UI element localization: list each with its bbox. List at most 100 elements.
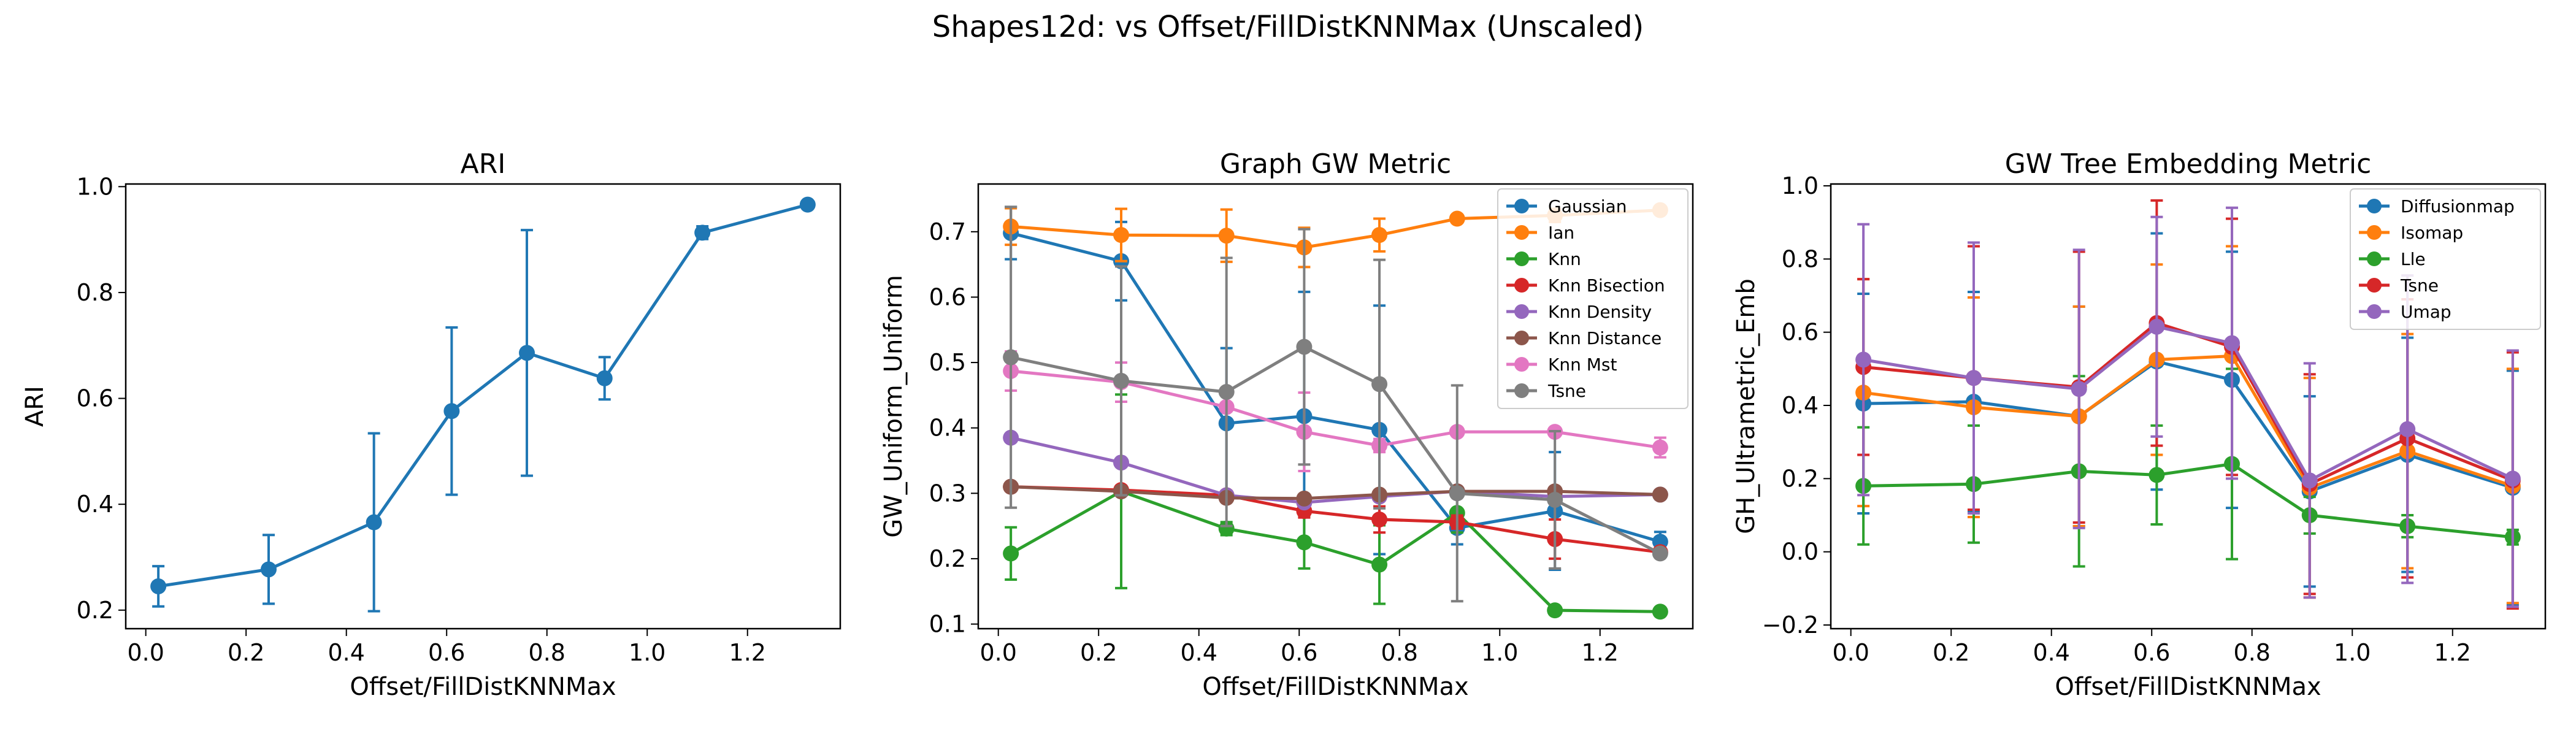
legend-marker bbox=[1514, 357, 1529, 372]
x-tick-label: 0.4 bbox=[1181, 639, 1217, 666]
x-tick-label: 1.0 bbox=[629, 639, 665, 666]
data-point bbox=[1003, 545, 1019, 562]
y-axis-label: GH_Ultrametric_Emb bbox=[1732, 278, 1760, 534]
series-line bbox=[1863, 354, 2513, 490]
legend-label: Knn Distance bbox=[1548, 328, 1662, 348]
legend-label: Gaussian bbox=[1548, 196, 1627, 217]
series-line bbox=[1863, 321, 2513, 486]
y-tick-label: 0.4 bbox=[77, 491, 113, 518]
legend: Diffusionmap Isomap Lle Tsne Umap bbox=[2350, 188, 2541, 330]
x-axis-label: Offset/FillDistKNNMax bbox=[350, 673, 616, 701]
x-tick-label: 1.0 bbox=[1481, 639, 1518, 666]
data-point bbox=[1296, 339, 1313, 355]
series-line bbox=[1863, 359, 2513, 494]
axes-frame bbox=[125, 183, 841, 630]
x-tick-label: 0.6 bbox=[1281, 639, 1317, 666]
x-tick-label: 0.2 bbox=[228, 639, 264, 666]
legend-marker bbox=[1514, 383, 1529, 398]
data-point bbox=[1371, 556, 1388, 573]
legend-item-knn-distance: Knn Distance bbox=[1506, 328, 1662, 348]
panel-title: Graph GW Metric bbox=[1220, 148, 1451, 180]
axes-frame bbox=[1830, 183, 2547, 630]
y-tick-label: 0.2 bbox=[929, 545, 966, 572]
x-tick-label: 1.2 bbox=[1582, 639, 1619, 666]
legend-label: Umap bbox=[2401, 302, 2451, 322]
data-point bbox=[519, 345, 535, 361]
data-point bbox=[1652, 439, 1668, 456]
data-point bbox=[1449, 485, 1465, 502]
panel-title: GW Tree Embedding Metric bbox=[2005, 148, 2372, 180]
y-tick-label: 0.7 bbox=[929, 218, 966, 245]
plot-area bbox=[150, 196, 816, 613]
data-point bbox=[443, 403, 460, 420]
series-tsne bbox=[1003, 205, 1668, 603]
data-point bbox=[799, 196, 816, 213]
data-point bbox=[694, 224, 711, 241]
series-line bbox=[1010, 485, 1660, 500]
legend-marker bbox=[1514, 304, 1529, 319]
legend-marker bbox=[1514, 225, 1529, 240]
data-point bbox=[1003, 349, 1019, 366]
y-axis-label: ARI bbox=[21, 386, 49, 427]
data-point bbox=[366, 514, 382, 531]
data-point bbox=[2149, 467, 2165, 483]
x-tick-label: 1.2 bbox=[2434, 639, 2471, 666]
legend-marker bbox=[1514, 251, 1529, 266]
x-tick-label: 0.2 bbox=[1080, 639, 1117, 666]
legend-item-tsne: Tsne bbox=[2359, 275, 2439, 296]
y-tick-label: 0.4 bbox=[929, 415, 966, 442]
y-tick-label: 0.2 bbox=[1782, 465, 1819, 492]
x-axis-label: Offset/FillDistKNNMax bbox=[1202, 673, 1468, 701]
y-tick-label: 0.6 bbox=[929, 283, 966, 310]
x-tick-label: 0.0 bbox=[1832, 639, 1869, 666]
legend-label: Ian bbox=[1548, 223, 1574, 243]
data-point bbox=[2301, 472, 2318, 489]
legend-marker bbox=[1514, 331, 1529, 345]
legend-item-tsne: Tsne bbox=[1506, 381, 1586, 401]
data-point bbox=[1218, 228, 1235, 244]
data-point bbox=[1855, 351, 1872, 368]
y-tick-label: 0.8 bbox=[1782, 245, 1819, 272]
data-point bbox=[2149, 318, 2165, 335]
legend-marker bbox=[1514, 278, 1529, 293]
y-tick-label: 0.1 bbox=[929, 611, 966, 638]
legend-label: Knn Density bbox=[1548, 302, 1652, 322]
data-point bbox=[1652, 545, 1668, 562]
series-series bbox=[150, 196, 816, 613]
series-line bbox=[1010, 231, 1661, 543]
legend-label: Tsne bbox=[2400, 275, 2439, 296]
legend-marker bbox=[2367, 225, 2382, 240]
series-line bbox=[1010, 369, 1661, 450]
x-tick-label: 0.4 bbox=[2033, 639, 2070, 666]
series-line bbox=[1863, 325, 2513, 483]
y-tick-label: 0.0 bbox=[1782, 539, 1819, 565]
data-point bbox=[1652, 604, 1668, 620]
data-point bbox=[2504, 470, 2521, 487]
legend-label: Tsne bbox=[1547, 381, 1586, 401]
data-point bbox=[1371, 511, 1388, 527]
x-tick-label: 1.0 bbox=[2334, 639, 2371, 666]
y-tick-label: 0.8 bbox=[77, 279, 113, 306]
data-point bbox=[2399, 421, 2416, 437]
x-tick-label: 1.2 bbox=[729, 639, 766, 666]
y-tick-label: 1.0 bbox=[1782, 172, 1819, 199]
data-point bbox=[261, 561, 277, 578]
y-tick-label: 0.5 bbox=[929, 349, 966, 376]
legend-item-knn-density: Knn Density bbox=[1506, 302, 1652, 322]
legend-label: Knn Bisection bbox=[1548, 275, 1665, 296]
legend-box bbox=[1497, 188, 1689, 409]
y-tick-label: −0.2 bbox=[1762, 611, 1819, 638]
x-tick-label: 0.6 bbox=[2133, 639, 2170, 666]
series-line bbox=[158, 203, 808, 588]
legend-item-ian: Ian bbox=[1506, 223, 1574, 243]
legend-marker bbox=[2367, 251, 2382, 266]
y-tick-label: 0.6 bbox=[77, 385, 113, 412]
series-lle bbox=[1855, 367, 2521, 568]
data-point bbox=[1652, 486, 1668, 503]
y-tick-label: 1.0 bbox=[77, 173, 113, 200]
x-axis-label: Offset/FillDistKNNMax bbox=[2055, 673, 2321, 701]
axes-frame bbox=[977, 183, 1694, 630]
ari-panel: ARI 0.0 0.2 0.4 0.6 0.8 1.0 1.2 0.2 0.4 0.6 0.8 1.0 O… bbox=[21, 148, 841, 701]
legend-marker bbox=[2367, 199, 2382, 213]
